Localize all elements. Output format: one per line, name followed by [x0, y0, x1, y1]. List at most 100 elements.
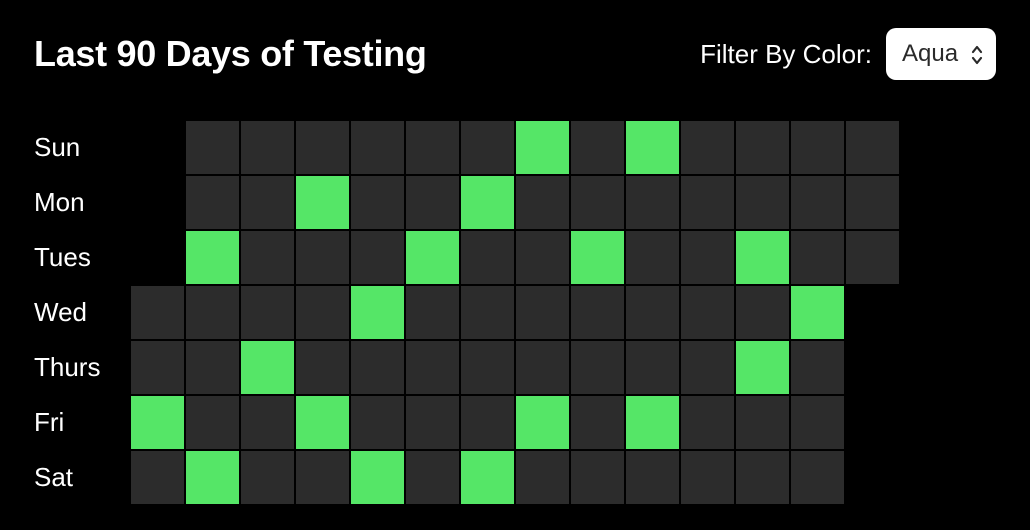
heatmap-cell: [570, 340, 625, 395]
heatmap-cell: [405, 395, 460, 450]
heatmap-cell: [735, 175, 790, 230]
heatmap-cell: [350, 285, 405, 340]
heatmap-cell: [130, 285, 185, 340]
heatmap-cell: [185, 450, 240, 505]
filter-label: Filter By Color:: [700, 39, 872, 70]
heatmap-cell: [680, 340, 735, 395]
heatmap-row-cells: [130, 395, 845, 450]
heatmap-cell: [790, 450, 845, 505]
heatmap-cell: [680, 120, 735, 175]
heatmap-offset-spacer: [130, 175, 185, 230]
heatmap-cell: [460, 230, 515, 285]
heatmap-row: Sat: [34, 450, 996, 505]
day-label: Wed: [34, 297, 130, 328]
heatmap-row-cells: [130, 230, 900, 285]
heatmap-cell: [130, 395, 185, 450]
heatmap-cell: [625, 175, 680, 230]
heatmap-cell: [570, 175, 625, 230]
day-label: Sun: [34, 132, 130, 163]
heatmap-cell: [405, 450, 460, 505]
heatmap-cell: [295, 175, 350, 230]
heatmap-cell: [680, 395, 735, 450]
heatmap-cell: [735, 340, 790, 395]
heatmap-cell: [405, 340, 460, 395]
heatmap-cell: [515, 395, 570, 450]
heatmap-cell: [735, 285, 790, 340]
heatmap-cell: [570, 285, 625, 340]
heatmap-cell: [350, 395, 405, 450]
heatmap-cell: [350, 120, 405, 175]
heatmap-cell: [680, 175, 735, 230]
heatmap-cell: [790, 395, 845, 450]
heatmap-cell: [295, 450, 350, 505]
heatmap-cell: [295, 285, 350, 340]
heatmap-cell: [460, 175, 515, 230]
day-label: Tues: [34, 242, 130, 273]
heatmap-cell: [625, 120, 680, 175]
heatmap-row-cells: [130, 175, 900, 230]
heatmap-row: Mon: [34, 175, 996, 230]
heatmap-cell: [185, 395, 240, 450]
heatmap-cell: [460, 285, 515, 340]
heatmap-row-cells: [130, 450, 845, 505]
page-title: Last 90 Days of Testing: [34, 33, 427, 75]
day-label: Sat: [34, 462, 130, 493]
heatmap-cell: [185, 285, 240, 340]
heatmap-cell: [240, 175, 295, 230]
heatmap-cell: [790, 285, 845, 340]
heatmap-row-cells: [130, 285, 845, 340]
heatmap-cell: [735, 120, 790, 175]
heatmap-cell: [680, 285, 735, 340]
heatmap-cell: [240, 450, 295, 505]
heatmap-cell: [240, 120, 295, 175]
heatmap-cell: [625, 395, 680, 450]
heatmap-cell: [790, 230, 845, 285]
heatmap-cell: [350, 230, 405, 285]
heatmap-cell: [625, 230, 680, 285]
filter-selected-value: Aqua: [902, 40, 958, 68]
heatmap-cell: [625, 450, 680, 505]
heatmap-cell: [735, 230, 790, 285]
heatmap-cell: [350, 340, 405, 395]
heatmap-cell: [460, 450, 515, 505]
heatmap-cell: [570, 230, 625, 285]
heatmap-row: Thurs: [34, 340, 996, 395]
heatmap-row: Fri: [34, 395, 996, 450]
day-label: Thurs: [34, 352, 130, 383]
heatmap-cell: [405, 285, 460, 340]
heatmap-cell: [515, 120, 570, 175]
heatmap-cell: [240, 285, 295, 340]
heatmap-cell: [790, 120, 845, 175]
heatmap-cell: [130, 450, 185, 505]
heatmap-offset-spacer: [130, 120, 185, 175]
heatmap-cell: [570, 120, 625, 175]
heatmap-cell: [735, 395, 790, 450]
heatmap-cell: [790, 340, 845, 395]
heatmap-offset-spacer: [130, 230, 185, 285]
heatmap-cell: [295, 120, 350, 175]
day-label: Mon: [34, 187, 130, 218]
heatmap-cell: [680, 450, 735, 505]
heatmap-row-cells: [130, 340, 845, 395]
heatmap-cell: [460, 340, 515, 395]
heatmap-cell: [515, 175, 570, 230]
heatmap-row: Tues: [34, 230, 996, 285]
heatmap-cell: [185, 120, 240, 175]
filter-by-color-select[interactable]: Aqua: [886, 28, 996, 80]
filter-group: Filter By Color: Aqua: [700, 28, 996, 80]
heatmap-cell: [405, 175, 460, 230]
heatmap-cell: [570, 395, 625, 450]
heatmap-cell: [570, 450, 625, 505]
day-label: Fri: [34, 407, 130, 438]
heatmap-row: Wed: [34, 285, 996, 340]
heatmap-cell: [185, 340, 240, 395]
heatmap-cell: [295, 395, 350, 450]
heatmap-row: Sun: [34, 120, 996, 175]
heatmap-cell: [625, 285, 680, 340]
heatmap-cell: [185, 230, 240, 285]
heatmap-cell: [625, 340, 680, 395]
heatmap-cell: [845, 230, 900, 285]
heatmap-cell: [845, 120, 900, 175]
heatmap-cell: [130, 340, 185, 395]
heatmap-cell: [680, 230, 735, 285]
